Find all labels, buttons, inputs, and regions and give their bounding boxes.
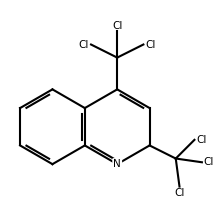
Text: N: N [113,159,121,169]
Text: Cl: Cl [112,21,122,31]
Text: Cl: Cl [204,157,214,167]
Text: Cl: Cl [145,39,156,49]
Text: Cl: Cl [196,135,207,145]
Text: Cl: Cl [79,39,89,49]
Text: Cl: Cl [174,188,185,198]
